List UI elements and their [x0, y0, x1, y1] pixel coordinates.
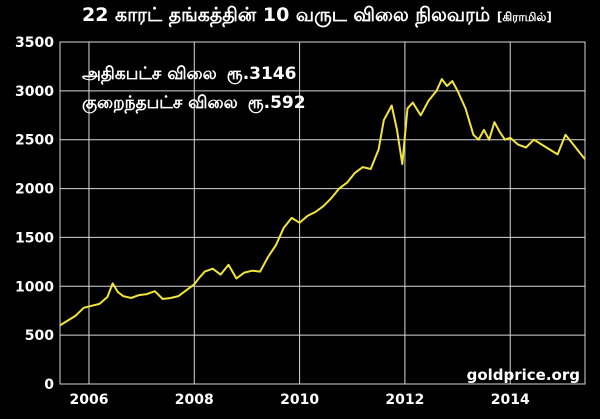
x-tick-label: 2014 — [491, 392, 530, 408]
y-tick-label: 1000 — [15, 279, 54, 295]
x-tick-label: 2010 — [280, 392, 319, 408]
y-axis-ticks: 0 500 1000 1500 2000 2500 3000 3500 — [15, 35, 54, 393]
x-axis-ticks: 2006 2008 2010 2012 2014 — [69, 392, 529, 408]
low-price-annotation: குறைந்தபட்ச விலை ரூ.592 — [82, 93, 306, 115]
low-price-value: ரூ.592 — [247, 93, 306, 113]
chart-unit: [கிராமில்] — [496, 10, 552, 24]
high-price-annotation: அதிகபட்ச விலை ரூ.3146 — [82, 64, 296, 86]
y-tick-label: 2000 — [15, 182, 54, 198]
watermark: goldprice.org — [466, 366, 580, 384]
high-price-label: அதிகபட்ச விலை — [82, 64, 217, 84]
high-price-value: ரூ.3146 — [226, 64, 297, 84]
grid-lines — [60, 41, 585, 385]
y-tick-label: 3500 — [15, 35, 54, 51]
y-tick-label: 2500 — [15, 133, 54, 149]
plot-area — [59, 41, 586, 385]
x-tick-label: 2012 — [385, 392, 424, 408]
x-tick-label: 2006 — [69, 392, 108, 408]
price-series-line — [59, 78, 586, 327]
y-tick-label: 3000 — [15, 84, 54, 100]
y-tick-label: 0 — [44, 377, 54, 393]
y-tick-label: 1500 — [15, 230, 54, 246]
x-tick-label: 2008 — [175, 392, 214, 408]
low-price-label: குறைந்தபட்ச விலை — [82, 93, 238, 113]
chart-title-text: 22 காரட் தங்கத்தின் 10 வருட விலை நிலவரம் — [82, 4, 491, 26]
y-tick-label: 500 — [25, 328, 54, 344]
chart-title: 22 காரட் தங்கத்தின் 10 வருட விலை நிலவரம்… — [82, 4, 552, 29]
